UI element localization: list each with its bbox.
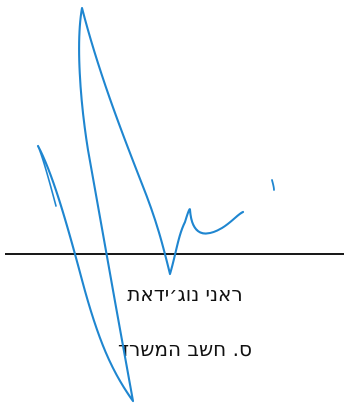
signature-stroke-dot xyxy=(271,179,275,191)
signer-name: ראני נוג׳ידאת xyxy=(127,282,243,306)
signature-line xyxy=(5,253,344,255)
signature-stroke-left xyxy=(37,145,57,207)
signer-title: ס. חשב המשרד xyxy=(118,337,252,361)
